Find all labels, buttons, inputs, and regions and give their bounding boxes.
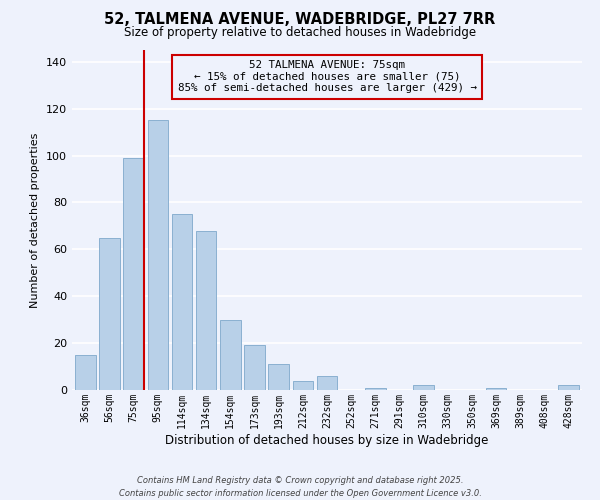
Bar [559,386,579,390]
Bar [172,214,192,390]
Text: Size of property relative to detached houses in Wadebridge: Size of property relative to detached ho… [124,26,476,39]
Bar [148,120,168,390]
Bar [75,355,95,390]
Text: 52 TALMENA AVENUE: 75sqm
← 15% of detached houses are smaller (75)
85% of semi-d: 52 TALMENA AVENUE: 75sqm ← 15% of detach… [178,60,476,94]
X-axis label: Distribution of detached houses by size in Wadebridge: Distribution of detached houses by size … [166,434,488,446]
Text: 52, TALMENA AVENUE, WADEBRIDGE, PL27 7RR: 52, TALMENA AVENUE, WADEBRIDGE, PL27 7RR [104,12,496,28]
Bar [268,364,289,390]
Y-axis label: Number of detached properties: Number of detached properties [31,132,40,308]
Text: Contains HM Land Registry data © Crown copyright and database right 2025.
Contai: Contains HM Land Registry data © Crown c… [119,476,481,498]
Bar [244,346,265,390]
Bar [486,388,506,390]
Bar [196,230,217,390]
Bar [413,386,434,390]
Bar [220,320,241,390]
Bar [124,158,144,390]
Bar [99,238,120,390]
Bar [365,388,386,390]
Bar [317,376,337,390]
Bar [293,380,313,390]
